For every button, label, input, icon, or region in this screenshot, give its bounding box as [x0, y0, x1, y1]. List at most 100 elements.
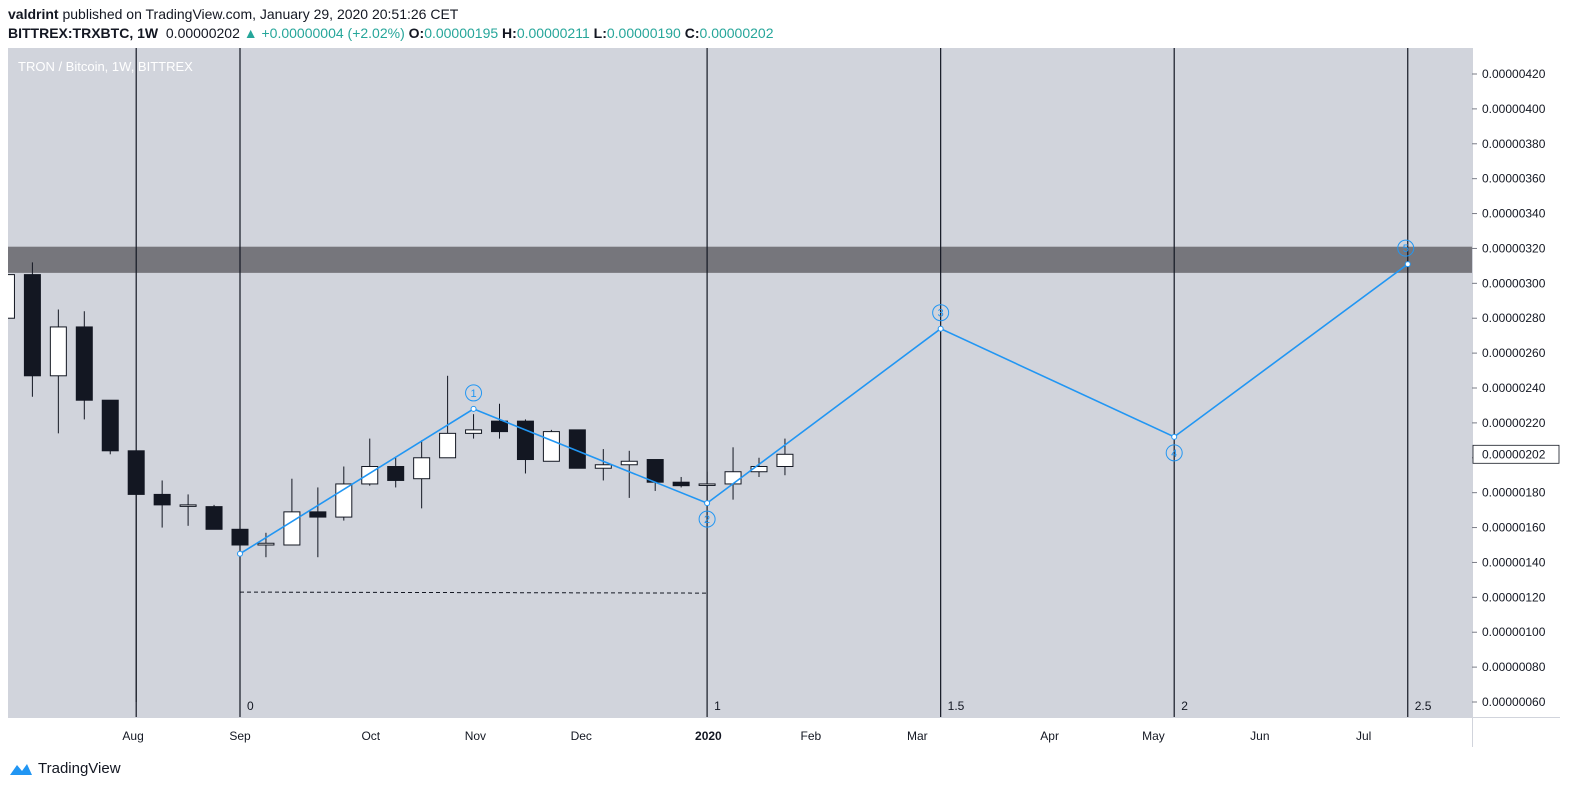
price-change: +0.00000004 (+2.02%): [261, 25, 405, 41]
candle-bull: [179, 504, 197, 507]
candle-bear: [309, 511, 327, 518]
candle-bull: [542, 431, 560, 462]
support-dashed-line: [239, 591, 708, 594]
wave-label: 3: [938, 308, 944, 320]
time-tick-label: Dec: [571, 729, 592, 743]
candle-bull: [413, 457, 431, 480]
candle-bear: [231, 528, 249, 546]
high-value: 0.00000211: [516, 25, 590, 41]
wave-label: 2: [704, 514, 710, 526]
candle-bear: [568, 429, 586, 469]
price-tick-label: 0.00000080: [1482, 660, 1546, 674]
elliott-wave-line: [239, 263, 1409, 555]
current-price-label: 0.00000202: [1482, 447, 1546, 461]
plot-area: 1 2 3 4 5 0 1 1.5 2 2.5: [8, 48, 1472, 717]
price-tick-label: 0.00000280: [1482, 311, 1546, 325]
candle-bear: [387, 466, 405, 481]
wave-label: 4: [1171, 448, 1177, 460]
low-label: L:: [593, 25, 607, 41]
tradingview-cloud-icon: [10, 763, 32, 775]
time-tick-label: Apr: [1040, 729, 1059, 743]
price-tick-label: 0.00000260: [1482, 346, 1546, 360]
time-tick-label: Feb: [801, 729, 822, 743]
wave-vertex: [704, 500, 711, 507]
candle-bear: [491, 420, 508, 433]
price-tick-label: 0.00000360: [1482, 172, 1546, 186]
time-tick-label: Aug: [122, 729, 143, 743]
candle-bear: [75, 326, 93, 401]
symbol-header: BITTREX:TRXBTC, 1W 0.00000202 ▲ +0.00000…: [8, 25, 773, 41]
author-name[interactable]: valdrint: [8, 6, 59, 22]
time-tick-label: Sep: [229, 729, 251, 743]
close-value: 0.00000202: [699, 25, 774, 41]
open-label: O:: [408, 25, 425, 41]
low-value: 0.00000190: [606, 25, 681, 41]
wave-vertex: [1171, 433, 1178, 440]
time-tick-label: Jun: [1250, 729, 1269, 743]
price-tick-label: 0.00000120: [1482, 590, 1546, 604]
candle-bull: [594, 464, 612, 469]
candle-bear: [153, 493, 171, 506]
chart-pane: [8, 48, 1472, 717]
candle-bull: [283, 511, 301, 546]
up-triangle-icon: ▲: [243, 25, 258, 41]
wave-vertex: [237, 550, 243, 557]
candle-bear: [127, 450, 145, 495]
price-tick-label: 0.00000400: [1482, 102, 1546, 116]
brand-name: TradingView: [38, 760, 121, 777]
close-label: C:: [684, 25, 700, 41]
candle-bull: [8, 274, 15, 319]
chart-title: TRON / Bitcoin, 1W, BITTREX: [18, 59, 193, 74]
fib-time-label: 0: [247, 699, 254, 713]
fib-time-label: 1.5: [948, 699, 965, 713]
time-tick-label: Jul: [1356, 729, 1371, 743]
time-tick-label: 2020: [695, 729, 722, 743]
price-tick-label: 0.00000180: [1482, 486, 1546, 500]
open-value: 0.00000195: [424, 25, 499, 41]
wave-vertex: [470, 405, 477, 412]
price-tick-label: 0.00000340: [1482, 207, 1546, 221]
wave-label-circle: [465, 384, 483, 402]
price-tick-label: 0.00000240: [1482, 381, 1546, 395]
candle-bull: [439, 432, 457, 459]
price-tick-label: 0.00000320: [1482, 241, 1546, 255]
time-tick-label: Nov: [465, 729, 486, 743]
wave-label-circle: [698, 510, 716, 528]
candle-bull: [776, 453, 794, 467]
published-text: published on TradingView.com, January 29…: [62, 6, 459, 22]
tradingview-logo[interactable]: TradingView: [8, 760, 121, 777]
candle-bear: [672, 481, 690, 487]
fib-time-label: 2.5: [1415, 699, 1432, 713]
price-axis-area: [1472, 48, 1560, 717]
time-tick-label: May: [1142, 729, 1165, 743]
symbol-line: BITTREX:TRXBTC, 1W: [8, 25, 159, 41]
candle-bear: [646, 459, 664, 483]
time-tick-label: Oct: [361, 729, 380, 743]
price-tick-label: 0.00000380: [1482, 137, 1546, 151]
wave-vertex: [937, 325, 944, 332]
publish-header: valdrint published on TradingView.com, J…: [8, 6, 458, 22]
price-tick-label: 0.00000060: [1482, 695, 1546, 709]
wave-label-circle: [932, 304, 950, 322]
candle-bull: [257, 542, 275, 546]
last-price: 0.00000202: [165, 25, 240, 41]
price-tick-label: 0.00000140: [1482, 555, 1546, 569]
wave-label: 1: [470, 388, 476, 400]
fib-time-label: 2: [1181, 699, 1188, 713]
candle-bull: [724, 471, 742, 485]
candle-bull: [49, 326, 67, 377]
wave-label-circle: [1165, 444, 1183, 462]
wave-vertex: [1404, 261, 1411, 268]
price-tick-label: 0.00000160: [1482, 521, 1546, 535]
price-tick-label: 0.00000300: [1482, 276, 1546, 290]
price-tick-label: 0.00000220: [1482, 416, 1546, 430]
candle-bull: [465, 429, 483, 434]
wave-label-circle: [1397, 239, 1415, 257]
fib-time-label: 1: [714, 699, 721, 713]
price-tick-label: 0.00000100: [1482, 625, 1546, 639]
wave-label: 5: [1403, 243, 1409, 255]
high-label: H:: [502, 25, 517, 41]
candle-bear: [205, 506, 223, 530]
price-tick-label: 0.00000420: [1482, 67, 1546, 81]
